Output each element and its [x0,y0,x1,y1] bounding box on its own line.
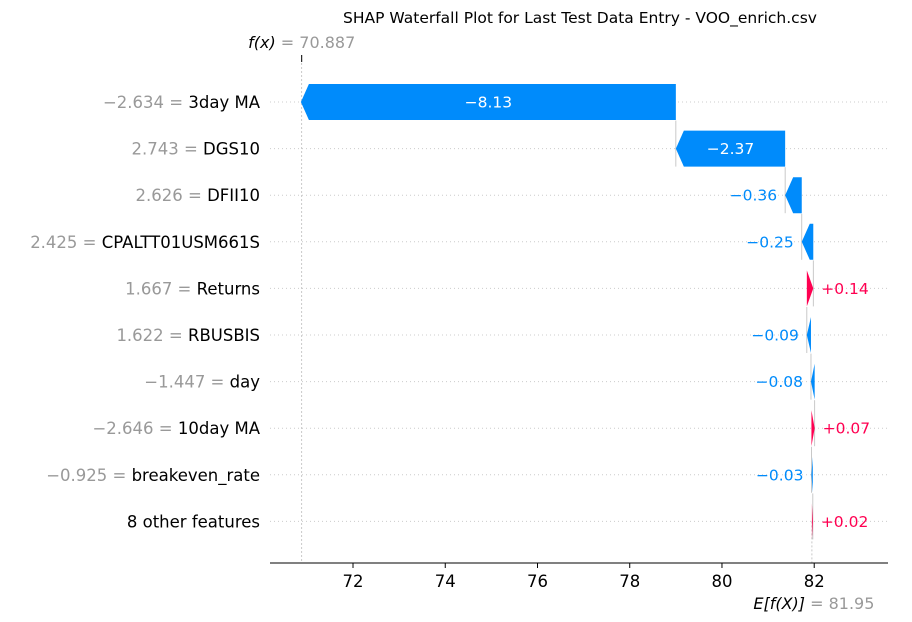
feature-label: −0.925 = breakeven_rate [46,466,260,486]
bar-value-label: +0.07 [823,420,871,438]
bar-value-label: −8.13 [465,94,513,112]
feature-label: 1.622 = RBUSBIS [116,326,260,345]
feature-label: −2.634 = 3day MA [103,93,261,112]
feature-name: CPALTT01USM661S [102,233,260,252]
feature-value: −2.646 = [92,419,177,438]
bar-value-label: −0.03 [756,466,804,484]
x-tick-label: 78 [619,572,640,591]
bar-returns [806,270,814,307]
feature-label: 2.425 = CPALTT01USM661S [30,233,260,252]
expected-value-annotation: E[f(X)] = 81.95 [753,594,874,613]
feature-value: −2.634 = [103,93,188,112]
feature-value: 2.626 = [136,186,208,205]
feature-value: −0.925 = [46,466,131,485]
x-tick-label: 76 [527,572,548,591]
bar-value-label: +0.14 [821,280,869,298]
bar-value-label: −0.25 [746,233,794,251]
feature-name: 3day MA [188,93,260,112]
fx-annotation: f(x) = 70.887 [248,33,355,62]
feature-name: 8 other features [127,512,260,531]
feature-name: RBUSBIS [188,326,260,345]
bar-value-label: −0.36 [730,187,778,205]
bar-day [810,363,815,400]
bar-3day-ma [300,84,676,120]
feature-label: 1.667 = Returns [125,279,260,298]
feature-value: 1.622 = [116,326,188,345]
bar-rbusbis [806,317,811,353]
chart-title: SHAP Waterfall Plot for Last Test Data E… [343,9,817,28]
x-tick-label: 82 [804,572,825,591]
feature-value: 2.743 = [131,140,203,159]
bar-10day-ma [811,410,815,447]
x-tick-label: 80 [711,572,732,591]
feature-labels: −2.634 = 3day MA 2.743 = DGS10 2.626 = DFI… [30,93,261,531]
base-label: E[f(X)] [753,594,805,613]
feature-label: 2.743 = DGS10 [131,140,260,159]
feature-value: 1.667 = [125,279,197,298]
x-tick-label: 72 [343,572,364,591]
bar-value-label: +0.02 [821,513,869,531]
bar-value-label: −0.09 [751,327,799,345]
bars: −8.13 −2.37 −0.36 −0.25 +0.14 −0.09 −0.08 +0.07… [300,84,871,540]
grid-lines [270,101,888,522]
bar-cpaltt01usm661s [801,223,814,260]
fx-label: f(x) [248,33,276,52]
feature-name: breakeven_rate [132,466,260,486]
feature-label: 8 other features [127,512,260,531]
bar-dfii10 [785,177,802,214]
bar-value-label: −2.37 [707,140,755,158]
reference-lines [301,55,813,563]
base-text: E[f(X)] = 81.95 [753,594,874,613]
fx-value: = 70.887 [276,33,356,52]
bar-breakeven-rate [811,456,813,493]
feature-label: 2.626 = DFII10 [136,186,261,205]
feature-name: day [230,373,261,392]
feature-label: −1.447 = day [144,373,260,392]
feature-name: DGS10 [203,140,260,159]
bar-value-label: −0.08 [755,373,803,391]
x-tick-label: 74 [435,572,456,591]
feature-value: 2.425 = [30,233,102,252]
base-value: = 81.95 [805,594,874,613]
feature-name: 10day MA [178,419,261,438]
connector-lines [675,120,816,540]
fx-text: f(x) = 70.887 [248,33,355,52]
x-axis: 72 74 76 78 80 82 [270,562,888,591]
feature-value: −1.447 = [144,373,229,392]
bar-8-other-features [811,503,813,540]
feature-name: DFII10 [207,186,260,205]
bar-dgs10 [675,130,786,167]
feature-label: −2.646 = 10day MA [92,419,260,438]
feature-name: Returns [197,279,260,298]
